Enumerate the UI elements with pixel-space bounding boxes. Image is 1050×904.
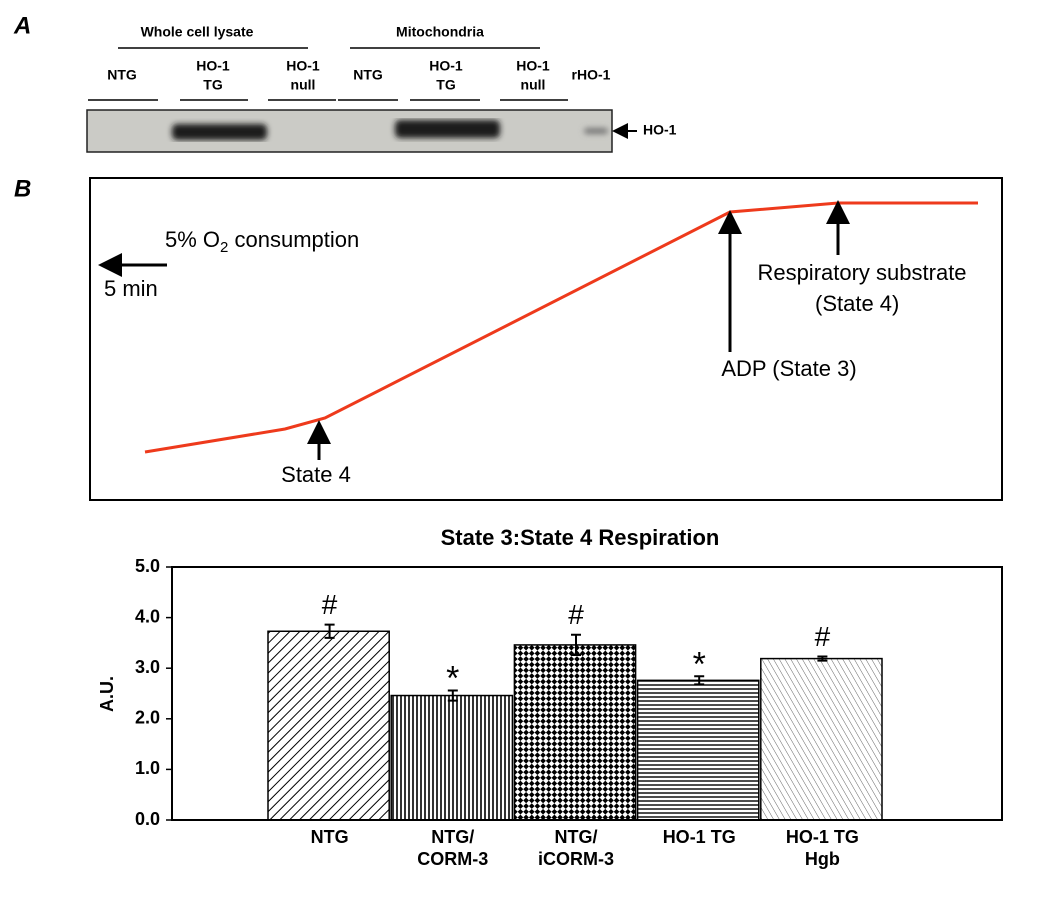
y-tick-label: 3.0 xyxy=(135,657,160,677)
y-axis-label: A.U. xyxy=(97,676,117,712)
plot-frame xyxy=(171,566,1003,821)
blot xyxy=(86,109,613,153)
event-label: State 4 xyxy=(281,462,351,487)
panel-label: A xyxy=(13,12,31,39)
scale-label: 5% O2 consumption xyxy=(165,227,359,256)
lane-label: HO-1 xyxy=(516,58,550,74)
y-tick-label: 2.0 xyxy=(135,708,160,728)
subscript: 2 xyxy=(220,239,228,256)
lane-label: TG xyxy=(203,77,223,93)
bar xyxy=(760,657,883,821)
x-tick-label: CORM-3 xyxy=(417,849,488,869)
lane-label: rHO-1 xyxy=(572,67,611,83)
scale-label: 5 min xyxy=(104,276,158,301)
significance-mark: * xyxy=(446,659,459,697)
lane-label: NTG xyxy=(107,67,137,83)
event-label: ADP (State 3) xyxy=(721,356,856,381)
error-bar xyxy=(571,633,581,657)
event-label: (State 4) xyxy=(815,291,899,316)
scale-text: consumption xyxy=(228,227,359,252)
y-tick-label: 5.0 xyxy=(135,556,160,576)
significance-mark: # xyxy=(568,599,584,630)
x-tick-label: NTG/ xyxy=(431,827,474,847)
chart-title: State 3:State 4 Respiration xyxy=(441,525,720,550)
x-tick-label: HO-1 TG xyxy=(663,827,736,847)
error-bar xyxy=(694,675,705,686)
lane-label: null xyxy=(291,77,316,93)
error-bar xyxy=(324,623,335,639)
event-label: Respiratory substrate xyxy=(757,260,966,285)
x-tick-label: HO-1 TG xyxy=(786,827,859,847)
x-tick-label: Hgb xyxy=(805,849,840,869)
significance-mark: # xyxy=(322,589,338,620)
group-label: Mitochondria xyxy=(396,24,484,40)
x-tick-label: NTG/ xyxy=(555,827,598,847)
x-tick-label: NTG xyxy=(311,827,349,847)
event-arrows xyxy=(307,200,850,460)
x-tick-label: iCORM-3 xyxy=(538,849,614,869)
error-bar xyxy=(817,655,828,662)
significance-mark: # xyxy=(815,621,831,652)
significance-mark: * xyxy=(693,645,706,683)
bar xyxy=(513,644,637,821)
scale-text: 5% O xyxy=(165,227,220,252)
lane-rules xyxy=(88,47,568,101)
group-label: Whole cell lysate xyxy=(141,24,254,40)
y-tick-label: 4.0 xyxy=(135,606,160,626)
y-tick-label: 1.0 xyxy=(135,758,160,778)
y-tick-label: 0.0 xyxy=(135,809,160,829)
bar-chart: 0.0 1.0 2.0 3.0 4.0 5.0 # NTG * NTG/CORM-3 # NTG/iC… xyxy=(135,556,1003,869)
bar xyxy=(390,694,514,821)
o2-trace xyxy=(144,201,978,454)
lane-label: HO-1 xyxy=(429,58,463,74)
lane-label: NTG xyxy=(353,67,383,83)
trace-frame xyxy=(89,177,1003,501)
bar xyxy=(267,630,390,821)
lane-label: TG xyxy=(436,77,456,93)
lane-label: HO-1 xyxy=(286,58,320,74)
band-label: HO-1 xyxy=(643,122,677,138)
error-bar xyxy=(447,689,458,702)
lane-labels: NTG HO-1 TG HO-1 null NTG HO-1 TG HO-1 null rHO-1 xyxy=(107,58,610,93)
lane-label: null xyxy=(521,77,546,93)
lane-label: HO-1 xyxy=(196,58,230,74)
panel-label: B xyxy=(14,175,31,202)
bar xyxy=(636,679,760,821)
